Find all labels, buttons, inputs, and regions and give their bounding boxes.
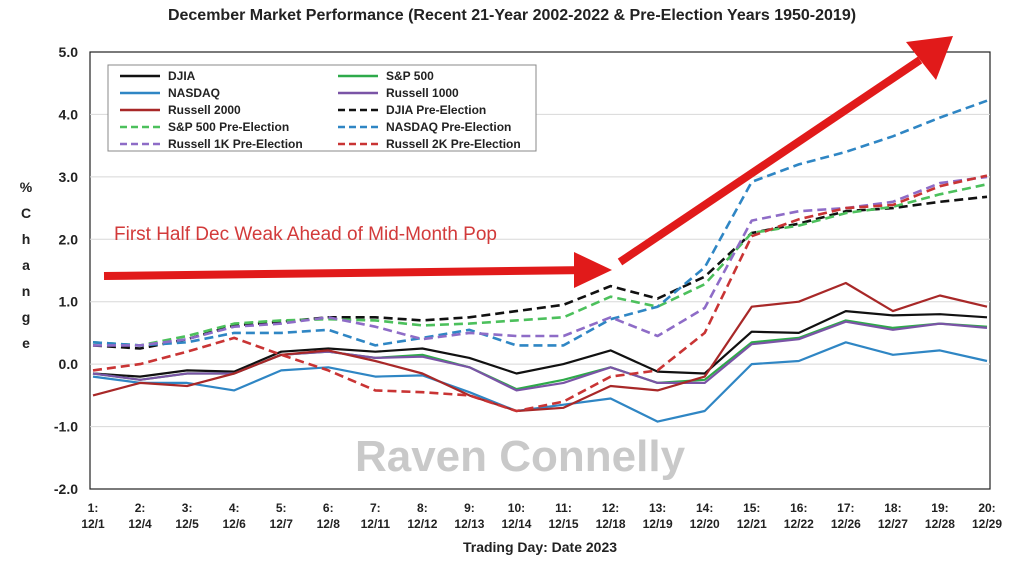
series-line-russell-1k-pre-election [93, 175, 988, 347]
series-line-nasdaq [92, 341, 988, 423]
x-tick-label: 12/14 [501, 517, 531, 531]
y-axis-label-char: h [22, 231, 31, 247]
y-axis-label-char: C [21, 205, 31, 221]
x-tick-label: 3: [182, 501, 193, 515]
legend-label: Russell 1K Pre-Election [168, 137, 303, 151]
y-axis-label-char: n [22, 283, 31, 299]
x-tick-label: 12/19 [643, 517, 673, 531]
x-tick-label: 8: [417, 501, 428, 515]
x-tick-label: 1: [88, 501, 99, 515]
x-tick-label: 13: [649, 501, 666, 515]
series-line-s-p-500-pre-election [92, 183, 988, 347]
y-tick-label: -1.0 [54, 419, 78, 435]
y-tick-label: 0.0 [59, 356, 79, 372]
x-tick-label: 10: [508, 501, 525, 515]
legend: DJIA S&P 500 NASDAQ Russell 1000 Russell 200… [120, 69, 521, 151]
x-tick-label: 12/7 [270, 517, 294, 531]
series-line-djia-pre-election [92, 195, 988, 350]
y-axis-label-char: g [22, 309, 31, 325]
diagonal-arrow [617, 56, 923, 266]
x-tick-label: 5: [276, 501, 287, 515]
series-line-russell-2000 [92, 281, 988, 413]
x-tick-label: 18: [884, 501, 901, 515]
chart-title: December Market Performance (Recent 21-Y… [168, 7, 856, 24]
x-tick-label: 12/15 [549, 517, 579, 531]
series-lines [92, 99, 988, 423]
y-tick-label: 3.0 [59, 169, 79, 185]
y-tick-label: -2.0 [54, 481, 78, 497]
x-tick-label: 12/6 [222, 517, 246, 531]
x-tick-label: 12/26 [831, 517, 861, 531]
x-axis-label: Trading Day: Date 2023 [463, 539, 617, 555]
legend-label: Russell 2000 [168, 103, 241, 117]
x-tick-label: 14: [696, 501, 713, 515]
y-tick-label: 5.0 [59, 44, 79, 60]
x-tick-label: 12/1 [81, 517, 105, 531]
x-tick-label: 12/21 [737, 517, 767, 531]
y-axis-label-char: % [20, 179, 33, 195]
x-tick-label: 12/4 [128, 517, 152, 531]
x-tick-label: 12/28 [925, 517, 955, 531]
y-tick-label: 1.0 [59, 294, 79, 310]
y-axis-ticks: 5.0 4.0 3.0 2.0 1.0 0.0 -1.0 -2.0 [54, 44, 78, 497]
x-tick-label: 12/29 [972, 517, 1002, 531]
y-tick-label: 2.0 [59, 231, 79, 247]
x-tick-label: 12/11 [361, 517, 391, 531]
legend-label: S&P 500 Pre-Election [168, 120, 289, 134]
series-line-nasdaq-pre-election [92, 99, 988, 347]
x-axis-ticks: 1: 12/1 2: 12/4 3: 12/5 4: 12/6 5: 12/7 6: 12/8 7: 12… [81, 501, 1002, 531]
legend-label: Russell 1000 [386, 86, 459, 100]
legend-label: Russell 2K Pre-Election [386, 137, 521, 151]
x-tick-label: 12/27 [878, 517, 908, 531]
x-tick-label: 2: [135, 501, 146, 515]
watermark-text: Raven Connelly [355, 432, 686, 481]
x-tick-label: 12/5 [175, 517, 199, 531]
legend-label: DJIA [168, 69, 196, 83]
annotation-text: First Half Dec Weak Ahead of Mid-Month P… [114, 224, 497, 245]
x-tick-label: 12/12 [407, 517, 437, 531]
x-tick-label: 20: [978, 501, 995, 515]
y-axis-label-char: a [22, 257, 30, 273]
y-axis-label-char: e [22, 335, 30, 351]
x-tick-label: 12/22 [784, 517, 814, 531]
legend-label: NASDAQ Pre-Election [386, 120, 511, 134]
x-tick-label: 12/8 [317, 517, 341, 531]
legend-label: NASDAQ [168, 86, 220, 100]
x-tick-label: 9: [464, 501, 475, 515]
x-tick-label: 6: [323, 501, 334, 515]
series-line-djia [92, 310, 988, 378]
horizontal-arrow [103, 266, 593, 280]
x-tick-label: 11: [555, 501, 572, 515]
x-tick-label: 12/20 [690, 517, 720, 531]
x-tick-label: 7: [370, 501, 381, 515]
diagonal-arrowhead [906, 36, 953, 80]
legend-label: S&P 500 [386, 69, 434, 83]
x-tick-label: 12/18 [596, 517, 626, 531]
x-tick-label: 12: [602, 501, 619, 515]
x-tick-label: 16: [790, 501, 807, 515]
y-tick-label: 4.0 [59, 106, 79, 122]
legend-label: DJIA Pre-Election [386, 103, 486, 117]
legend-box [107, 64, 537, 152]
x-tick-label: 4: [229, 501, 240, 515]
series-line-russell-2k-pre-election [92, 174, 988, 413]
x-tick-label: 15: [743, 501, 760, 515]
x-tick-label: 17: [837, 501, 854, 515]
x-tick-label: 19: [931, 501, 948, 515]
x-tick-label: 12/13 [454, 517, 484, 531]
horizontal-arrowhead [574, 252, 612, 288]
